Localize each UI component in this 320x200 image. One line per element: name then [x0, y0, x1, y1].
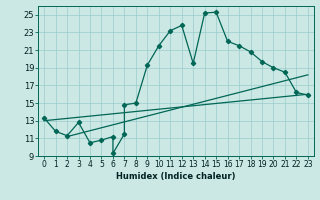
X-axis label: Humidex (Indice chaleur): Humidex (Indice chaleur) [116, 172, 236, 181]
